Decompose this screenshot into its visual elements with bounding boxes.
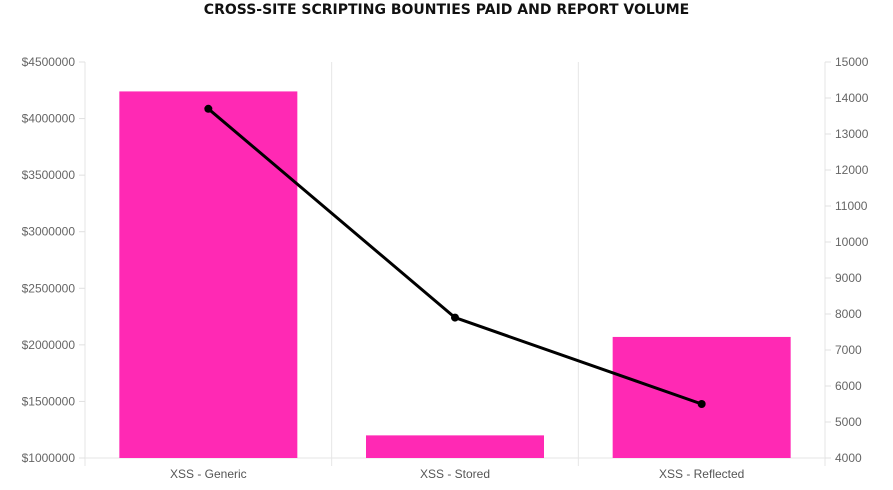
bar — [366, 435, 544, 458]
y-right-tick-label: 4000 — [835, 451, 862, 465]
y-left-tick-label: $1000000 — [22, 451, 76, 465]
line-point — [697, 400, 706, 408]
y-right-tick-label: 11000 — [835, 199, 868, 213]
y-left-tick-label: $2000000 — [22, 338, 76, 352]
y-left-tick-label: $3000000 — [22, 225, 76, 239]
y-left-tick-label: $3500000 — [22, 168, 76, 182]
y-left-tick-label: $1500000 — [22, 394, 76, 408]
x-category-label: XSS - Generic — [170, 467, 247, 481]
bar — [119, 91, 298, 458]
y-right-tick-label: 5000 — [835, 415, 862, 429]
y-left-tick-label: $4000000 — [22, 112, 76, 126]
bar — [612, 336, 791, 458]
y-left-tick-label: $4500000 — [22, 55, 76, 69]
y-right-tick-label: 12000 — [835, 163, 869, 177]
y-right-tick-label: 8000 — [835, 307, 862, 321]
y-right-tick-label: 15000 — [835, 55, 869, 69]
x-category-label: XSS - Stored — [420, 467, 490, 481]
y-right-tick-label: 10000 — [835, 235, 869, 249]
line-point — [451, 313, 459, 322]
y-right-tick-label: 7000 — [835, 343, 862, 357]
chart-title: CROSS-SITE SCRIPTING BOUNTIES PAID AND R… — [203, 2, 690, 18]
y-right-tick-label: 14000 — [835, 91, 869, 105]
y-left-tick-label: $2500000 — [22, 281, 76, 295]
x-category-label: XSS - Reflected — [659, 467, 744, 481]
y-right-tick-label: 6000 — [835, 379, 862, 393]
line-point — [204, 104, 213, 113]
y-right-tick-label: 13000 — [835, 127, 869, 141]
y-right-tick-label: 9000 — [835, 271, 862, 285]
